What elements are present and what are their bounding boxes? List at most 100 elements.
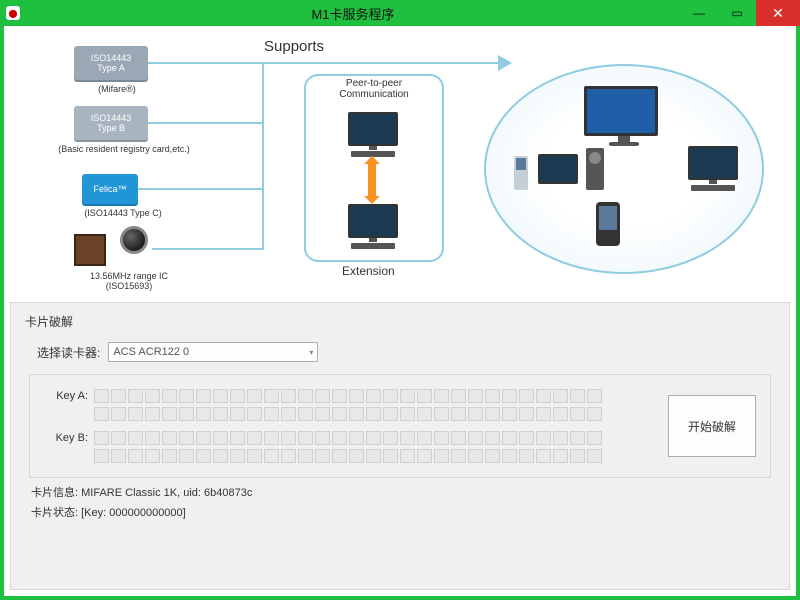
key-cell[interactable] [298, 449, 313, 463]
key-cell[interactable] [349, 389, 364, 403]
key-cell[interactable] [111, 449, 126, 463]
key-cell[interactable] [111, 431, 126, 445]
key-cell[interactable] [417, 431, 432, 445]
key-cell[interactable] [196, 407, 211, 421]
key-cell[interactable] [111, 389, 126, 403]
key-cell[interactable] [536, 431, 551, 445]
key-cell[interactable] [94, 449, 109, 463]
key-cell[interactable] [417, 407, 432, 421]
key-cell[interactable] [145, 407, 160, 421]
key-cell[interactable] [298, 407, 313, 421]
key-cell[interactable] [553, 389, 568, 403]
key-cell[interactable] [400, 431, 415, 445]
key-cell[interactable] [298, 431, 313, 445]
key-cell[interactable] [349, 449, 364, 463]
key-cell[interactable] [451, 389, 466, 403]
key-cell[interactable] [128, 449, 143, 463]
key-cell[interactable] [587, 389, 602, 403]
start-crack-button[interactable]: 开始破解 [668, 395, 756, 457]
key-cell[interactable] [247, 431, 262, 445]
key-cell[interactable] [315, 449, 330, 463]
key-cell[interactable] [179, 389, 194, 403]
key-cell[interactable] [145, 449, 160, 463]
key-cell[interactable] [366, 389, 381, 403]
close-button[interactable]: ✕ [756, 0, 800, 26]
reader-combo[interactable]: ACS ACR122 0 ▾ [108, 342, 318, 362]
key-cell[interactable] [417, 389, 432, 403]
key-cell[interactable] [196, 431, 211, 445]
key-cell[interactable] [519, 389, 534, 403]
key-cell[interactable] [468, 389, 483, 403]
key-cell[interactable] [434, 431, 449, 445]
key-cell[interactable] [383, 431, 398, 445]
key-cell[interactable] [366, 431, 381, 445]
key-cell[interactable] [434, 407, 449, 421]
key-cell[interactable] [451, 407, 466, 421]
key-cell[interactable] [383, 449, 398, 463]
key-cell[interactable] [570, 407, 585, 421]
key-cell[interactable] [213, 389, 228, 403]
key-cell[interactable] [502, 389, 517, 403]
key-cell[interactable] [451, 449, 466, 463]
key-cell[interactable] [230, 431, 245, 445]
key-cell[interactable] [247, 389, 262, 403]
key-cell[interactable] [111, 407, 126, 421]
key-cell[interactable] [468, 449, 483, 463]
key-cell[interactable] [383, 407, 398, 421]
key-cell[interactable] [349, 407, 364, 421]
key-cell[interactable] [502, 431, 517, 445]
key-cell[interactable] [264, 449, 279, 463]
key-cell[interactable] [366, 449, 381, 463]
key-cell[interactable] [587, 449, 602, 463]
key-cell[interactable] [247, 449, 262, 463]
key-cell[interactable] [230, 407, 245, 421]
key-cell[interactable] [553, 449, 568, 463]
key-cell[interactable] [230, 389, 245, 403]
key-cell[interactable] [162, 407, 177, 421]
key-cell[interactable] [196, 449, 211, 463]
key-cell[interactable] [553, 431, 568, 445]
key-cell[interactable] [128, 389, 143, 403]
key-cell[interactable] [587, 431, 602, 445]
maximize-button[interactable]: ▭ [718, 0, 756, 26]
key-cell[interactable] [366, 407, 381, 421]
key-cell[interactable] [315, 431, 330, 445]
key-cell[interactable] [485, 407, 500, 421]
key-cell[interactable] [332, 449, 347, 463]
key-cell[interactable] [179, 407, 194, 421]
key-cell[interactable] [519, 449, 534, 463]
key-cell[interactable] [315, 389, 330, 403]
key-cell[interactable] [162, 389, 177, 403]
key-cell[interactable] [332, 389, 347, 403]
key-cell[interactable] [145, 431, 160, 445]
key-cell[interactable] [196, 389, 211, 403]
key-cell[interactable] [332, 431, 347, 445]
key-cell[interactable] [213, 407, 228, 421]
key-cell[interactable] [349, 431, 364, 445]
key-cell[interactable] [536, 407, 551, 421]
key-cell[interactable] [417, 449, 432, 463]
key-cell[interactable] [179, 431, 194, 445]
key-cell[interactable] [485, 431, 500, 445]
key-cell[interactable] [332, 407, 347, 421]
key-cell[interactable] [383, 389, 398, 403]
key-cell[interactable] [145, 389, 160, 403]
key-cell[interactable] [264, 431, 279, 445]
key-cell[interactable] [502, 449, 517, 463]
key-cell[interactable] [264, 389, 279, 403]
key-cell[interactable] [485, 449, 500, 463]
key-cell[interactable] [468, 431, 483, 445]
key-cell[interactable] [128, 431, 143, 445]
key-cell[interactable] [468, 407, 483, 421]
key-cell[interactable] [230, 449, 245, 463]
key-cell[interactable] [434, 449, 449, 463]
key-cell[interactable] [264, 407, 279, 421]
key-cell[interactable] [400, 407, 415, 421]
key-cell[interactable] [536, 449, 551, 463]
minimize-button[interactable]: — [680, 0, 718, 26]
key-cell[interactable] [94, 389, 109, 403]
key-cell[interactable] [519, 431, 534, 445]
key-cell[interactable] [400, 449, 415, 463]
key-cell[interactable] [519, 407, 534, 421]
key-cell[interactable] [162, 449, 177, 463]
